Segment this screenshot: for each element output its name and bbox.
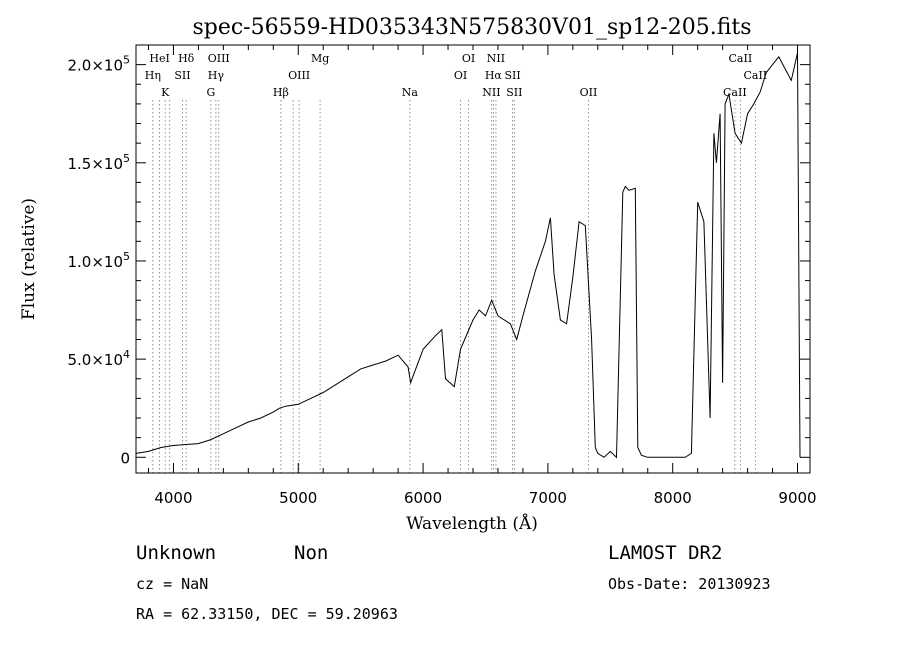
reference-line-label: SII: [504, 69, 520, 82]
y-tick-label: 1.5×105: [67, 152, 130, 173]
reference-line-label: OIII: [288, 69, 310, 82]
spectrum-series-line: [135, 52, 801, 459]
subclass-text: Non: [294, 542, 328, 564]
reference-line-label: G: [206, 86, 215, 99]
reference-line-label: Hα: [485, 69, 503, 82]
reference-line-label: Hγ: [208, 69, 225, 82]
x-tick-label: 4000: [154, 489, 192, 507]
reference-line-label: OII: [580, 86, 598, 99]
reference-line-label: HeI: [149, 52, 169, 65]
reference-line-label: Hδ: [178, 52, 195, 65]
reference-line-label: OIII: [208, 52, 230, 65]
reference-line-label: CaII: [729, 52, 753, 65]
chart-title: spec-56559-HD035343N575830V01_sp12-205.f…: [192, 15, 751, 40]
classification-text: Unknown: [136, 542, 216, 564]
y-tick-label: 0: [120, 449, 130, 467]
reference-line-label: CaII: [743, 69, 767, 82]
reference-line-label: SII: [506, 86, 522, 99]
y-tick-label: 5.0×104: [67, 348, 130, 369]
x-axis-label: Wavelength (Å): [406, 513, 538, 534]
reference-line-label: K: [161, 86, 170, 99]
reference-line-label: OI: [454, 69, 467, 82]
x-tick-label: 9000: [778, 489, 816, 507]
x-tick-label: 6000: [404, 489, 442, 507]
y-tick-label: 2.0×105: [67, 54, 130, 75]
x-tick-label: 8000: [654, 489, 692, 507]
reference-line-label: CaII: [723, 86, 747, 99]
y-axis-label: Flux (relative): [19, 198, 39, 320]
reference-line-label: NII: [487, 52, 505, 65]
coordinates-text: RA = 62.33150, DEC = 59.20963: [136, 605, 398, 623]
x-tick-label: 7000: [529, 489, 567, 507]
reference-line-label: NII: [482, 86, 500, 99]
reference-line-label: OI: [462, 52, 475, 65]
survey-text: LAMOST DR2: [608, 542, 722, 564]
y-axis-ticks: 0 5.0×104 1.0×105 1.5×105 2.0×105: [67, 54, 810, 467]
redshift-text: cz = NaN: [136, 575, 208, 593]
reference-line-label: Mg: [311, 52, 329, 65]
reference-line-labels: HηHeIKSIIHδGHγOIIIHβOIIIMgNaOIOINIIHαNII…: [145, 52, 767, 99]
reference-lines: [152, 100, 756, 473]
x-tick-label: 5000: [279, 489, 317, 507]
plot-frame: [135, 44, 811, 474]
reference-line-label: Na: [402, 86, 419, 99]
x-axis-ticks: 4000 5000 6000 7000 8000 9000: [147, 45, 817, 507]
reference-line-label: SII: [174, 69, 190, 82]
y-tick-label: 1.0×105: [67, 250, 130, 271]
reference-line-label: Hη: [145, 69, 161, 82]
reference-line-label: Hβ: [273, 86, 289, 99]
obs-date-text: Obs-Date: 20130923: [608, 575, 771, 593]
